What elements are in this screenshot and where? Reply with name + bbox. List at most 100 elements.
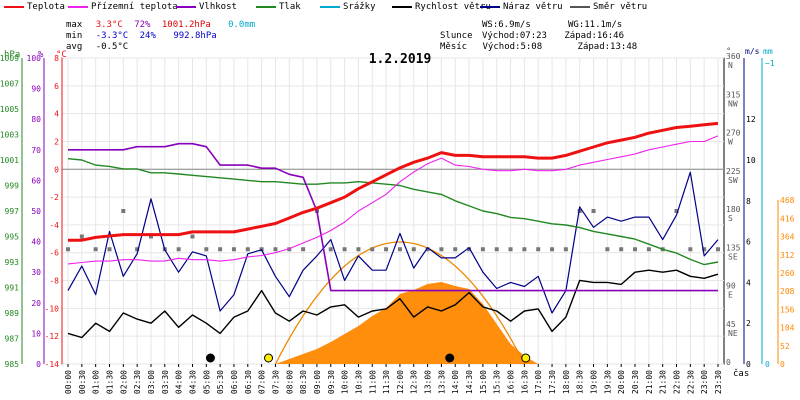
ms-tick-label: 10 xyxy=(746,156,756,165)
x-tick-label: 15:30 xyxy=(493,370,502,394)
x-tick-label: 04:00 xyxy=(175,370,184,394)
x-tick-label: 18:00 xyxy=(562,370,571,394)
x-tick-label: 03:00 xyxy=(147,370,156,394)
x-tick-label: 16:30 xyxy=(520,370,529,394)
pressure-line xyxy=(67,158,719,266)
wind-direction-point xyxy=(646,247,651,252)
wind-direction-point xyxy=(66,247,70,252)
wind-direction-point xyxy=(716,247,720,252)
stat-max-row: max 3.3°C 72% 1001.2hPa 0.0mm xyxy=(66,20,255,30)
wind-direction-point xyxy=(384,247,389,252)
direction-tick-label: 225 xyxy=(726,167,741,176)
direction-tick-name: S xyxy=(728,214,733,223)
legend-swatch xyxy=(256,5,276,8)
legend-label: Vlhkost xyxy=(199,2,237,12)
x-tick-label: 22:30 xyxy=(686,370,695,394)
ground-temperature-line xyxy=(67,135,719,265)
direction-tick-label: 90 xyxy=(726,282,736,291)
celsius-tick-label: -4 xyxy=(49,221,59,230)
wind-direction-point xyxy=(467,247,472,252)
stat-max-label: max xyxy=(66,20,83,30)
legend-swatch xyxy=(480,5,500,8)
x-tick-label: 00:00 xyxy=(64,370,73,394)
hpa-tick-label: 991 xyxy=(5,284,20,293)
moonset-marker xyxy=(445,353,455,363)
percent-tick-label: 60 xyxy=(31,176,41,185)
wind-direction-point xyxy=(356,247,361,252)
wind-direction-point xyxy=(121,209,126,213)
wind-direction-point xyxy=(93,247,98,252)
direction-tick-name: N xyxy=(728,61,733,70)
stat-max-press: 1001.2hPa xyxy=(161,20,211,30)
x-tick-label: 13:00 xyxy=(424,370,433,394)
legend-label: Srážky xyxy=(343,2,376,12)
solar-tick-label: 0 xyxy=(780,360,785,369)
hpa-tick-label: 987 xyxy=(5,335,20,344)
celsius-tick-label: 6 xyxy=(54,82,59,91)
percent-tick-label: 20 xyxy=(31,299,41,308)
stat-avg-row: avg -0.5°C xyxy=(66,42,128,52)
x-tick-label: 20:30 xyxy=(631,370,640,394)
direction-tick-name: W xyxy=(728,138,733,147)
x-tick-label: 09:00 xyxy=(313,370,322,394)
celsius-tick-label: 4 xyxy=(54,110,59,119)
stat-min-row: min -3.3°C 24% 992.8hPa xyxy=(66,31,217,41)
x-tick-label: 01:30 xyxy=(105,370,114,394)
hpa-tick-label: 989 xyxy=(5,309,20,318)
hpa-tick-label: 1001 xyxy=(0,156,19,165)
direction-tick-name: NE xyxy=(728,329,738,338)
x-tick-label: 22:00 xyxy=(673,370,682,394)
direction-tick-label: 270 xyxy=(726,129,741,138)
wind-direction-point xyxy=(218,247,223,252)
legend-swatch xyxy=(4,5,24,8)
x-tick-label: 19:30 xyxy=(603,370,612,394)
percent-tick-label: 80 xyxy=(31,115,41,124)
hpa-tick-label: 1009 xyxy=(0,54,19,63)
x-tick-label: 21:30 xyxy=(659,370,668,394)
wind-direction-point xyxy=(328,247,333,252)
stat-min-temp: -3.3°C xyxy=(95,31,129,41)
wind-direction-point xyxy=(273,247,278,252)
wind-gust-line xyxy=(67,171,719,314)
moonrise-marker xyxy=(205,353,215,363)
direction-tick-label: 360 xyxy=(726,52,741,61)
ms-tick-label: 4 xyxy=(746,278,751,287)
percent-tick-label: 40 xyxy=(31,238,41,247)
solar-tick-label: 312 xyxy=(780,251,795,260)
wind-direction-point xyxy=(563,247,568,252)
legend-item: Teplota xyxy=(4,2,65,12)
hpa-tick-label: 1003 xyxy=(0,131,19,140)
solar-tick-label: 156 xyxy=(780,305,795,314)
celsius-tick-label: -6 xyxy=(49,249,59,258)
x-tick-label: 06:00 xyxy=(230,370,239,394)
stat-min-press: 992.8hPa xyxy=(173,31,217,41)
legend-label: Teplota xyxy=(27,2,65,12)
celsius-axis-label: °C xyxy=(56,50,67,60)
x-tick-label: 11:30 xyxy=(382,370,391,394)
moon-row: Měsíc Východ:5:08 Západ:13:48 xyxy=(440,42,637,52)
ms-tick-label: 6 xyxy=(746,238,751,247)
direction-tick-name: SW xyxy=(728,176,738,185)
wind-direction-point xyxy=(287,247,292,252)
solar-tick-label: 416 xyxy=(780,214,795,223)
legend-swatch xyxy=(392,5,412,8)
hpa-tick-label: 993 xyxy=(5,258,20,267)
x-tick-label: 07:30 xyxy=(271,370,280,394)
wind-direction-point xyxy=(425,247,430,252)
hpa-tick-label: 999 xyxy=(5,182,20,191)
wind-direction-point xyxy=(411,247,416,252)
x-tick-label: 11:00 xyxy=(368,370,377,394)
x-tick-label: 12:30 xyxy=(410,370,419,394)
moon-label: Měsíc xyxy=(440,42,468,52)
celsius-tick-label: -14 xyxy=(45,360,60,369)
legend-item: Srážky xyxy=(320,2,376,12)
legend-label: Tlak xyxy=(279,2,301,12)
mm-axis-label: mm xyxy=(763,47,773,56)
wind-speed-line xyxy=(67,269,719,339)
solar-tick-label: 208 xyxy=(780,287,795,296)
x-tick-label: 13:30 xyxy=(437,370,446,394)
x-tick-label: 02:30 xyxy=(133,370,142,394)
stat-min-label: min xyxy=(66,31,83,41)
x-axis-label: čas xyxy=(733,368,749,379)
percent-axis-label: % xyxy=(38,50,44,60)
